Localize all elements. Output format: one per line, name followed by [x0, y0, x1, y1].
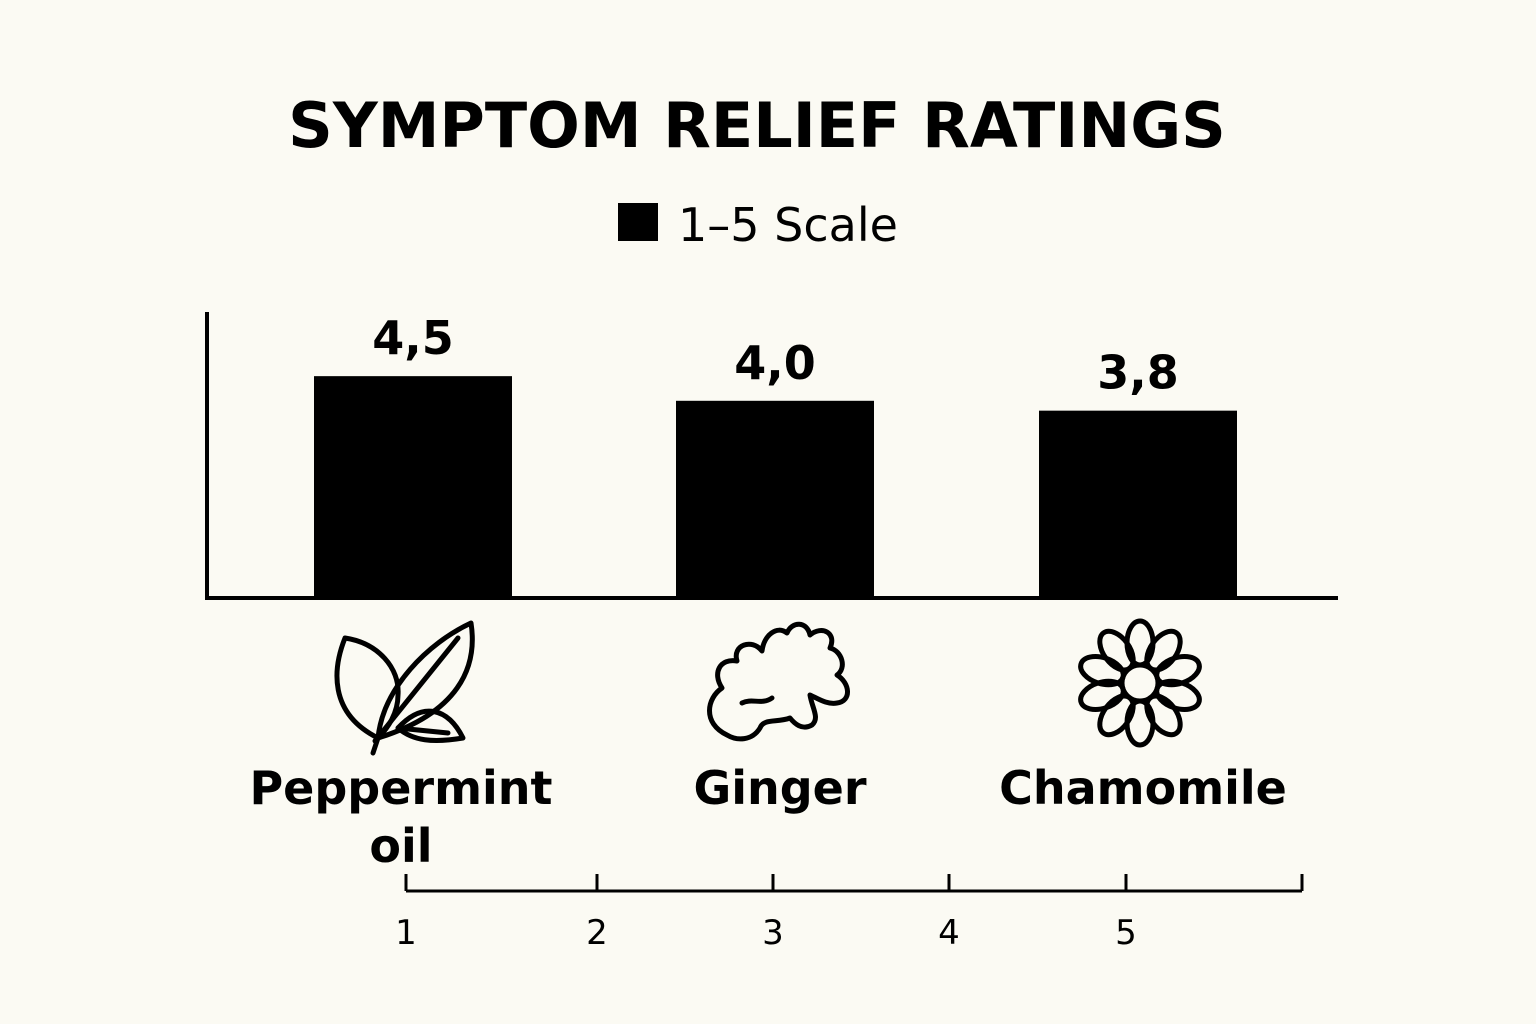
data-label: 4,0: [734, 336, 816, 390]
chart-title: SYMPTOM RELIEF RATINGS: [288, 89, 1226, 162]
bar: [314, 376, 512, 598]
bar: [676, 400, 874, 598]
plot-area: 4,5 4,0 3,8: [205, 311, 1338, 600]
scale-tick-label: 2: [586, 913, 608, 953]
scale-tick-label: 3: [762, 913, 784, 953]
scale-axis: 1 2 3 4 5: [395, 874, 1304, 953]
data-label: 3,8: [1097, 346, 1179, 400]
scale-tick-label: 5: [1115, 913, 1137, 953]
category-label: Chamomile: [999, 761, 1287, 815]
category-label: Peppermint: [249, 761, 552, 815]
ginger-root-icon: [707, 621, 850, 742]
legend-swatch: [618, 203, 658, 241]
bar: [1039, 410, 1237, 598]
value-labels: 4,5 4,0 3,8: [372, 311, 1179, 400]
category-label: Ginger: [693, 761, 866, 815]
leaf-icon: [334, 620, 475, 756]
scale-tick-label: 4: [938, 913, 960, 953]
chamomile-flower-icon: [1078, 618, 1202, 748]
category-icons: [334, 618, 1202, 756]
scale-ticks: 1 2 3 4 5: [395, 874, 1304, 953]
legend: 1–5 Scale: [618, 198, 898, 252]
legend-label: 1–5 Scale: [678, 198, 898, 252]
bars: [314, 376, 1237, 598]
category-label: oil: [369, 819, 432, 873]
scale-tick-label: 1: [395, 913, 417, 953]
data-label: 4,5: [372, 311, 454, 365]
